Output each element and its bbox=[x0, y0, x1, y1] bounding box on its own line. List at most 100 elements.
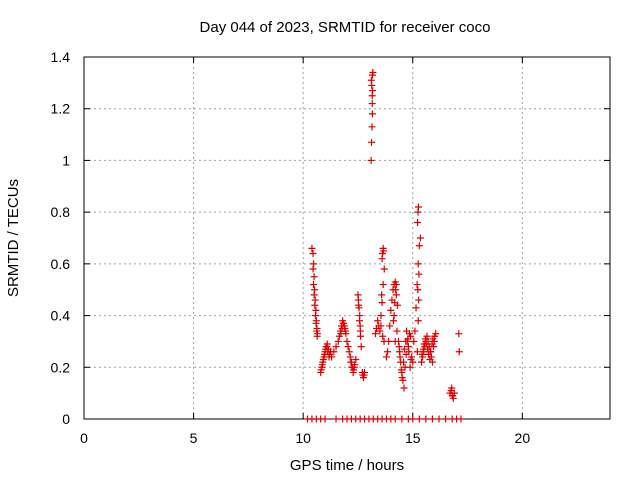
data-point bbox=[386, 322, 394, 330]
data-point bbox=[414, 203, 422, 211]
data-point bbox=[416, 234, 424, 242]
data-point bbox=[337, 330, 345, 338]
data-point bbox=[385, 337, 393, 345]
data-point bbox=[361, 368, 369, 376]
data-point bbox=[334, 337, 342, 345]
data-point bbox=[404, 335, 412, 343]
data-point bbox=[430, 337, 438, 345]
y-tick-label: 1.4 bbox=[51, 49, 71, 65]
data-point bbox=[377, 322, 385, 330]
data-point bbox=[376, 327, 384, 335]
data-point bbox=[346, 353, 354, 361]
data-point bbox=[380, 265, 388, 273]
data-point bbox=[352, 356, 360, 364]
data-point bbox=[422, 415, 430, 423]
data-point bbox=[368, 123, 376, 131]
data-point bbox=[389, 317, 397, 325]
data-point bbox=[347, 358, 355, 366]
data-point bbox=[415, 270, 423, 278]
data-point bbox=[398, 374, 406, 382]
data-point bbox=[323, 343, 331, 351]
x-tick-label: 15 bbox=[405, 430, 421, 446]
data-point bbox=[310, 291, 318, 299]
data-point bbox=[367, 156, 375, 164]
data-point bbox=[415, 242, 423, 250]
data-point bbox=[321, 415, 329, 423]
data-point bbox=[418, 350, 426, 358]
data-point bbox=[418, 358, 426, 366]
data-point bbox=[393, 327, 401, 335]
data-point bbox=[391, 415, 399, 423]
data-point bbox=[377, 312, 385, 320]
data-point bbox=[379, 281, 387, 289]
grid-lines bbox=[84, 57, 610, 419]
data-point bbox=[311, 312, 319, 320]
data-point bbox=[309, 265, 317, 273]
data-point bbox=[448, 384, 456, 392]
data-point bbox=[387, 306, 395, 314]
data-point bbox=[318, 361, 326, 369]
data-point bbox=[380, 247, 388, 255]
data-point bbox=[332, 343, 340, 351]
data-point bbox=[310, 273, 318, 281]
data-point bbox=[357, 343, 365, 351]
data-point bbox=[392, 291, 400, 299]
data-point bbox=[403, 327, 411, 335]
data-point bbox=[397, 366, 405, 374]
data-point bbox=[412, 304, 420, 312]
data-point bbox=[398, 415, 406, 423]
data-point bbox=[414, 260, 422, 268]
y-axis-title: SRMTID / TECUs bbox=[5, 179, 22, 297]
data-point bbox=[345, 348, 353, 356]
y-tick-label: 0.4 bbox=[51, 308, 71, 324]
data-point bbox=[409, 415, 417, 423]
data-point bbox=[368, 138, 376, 146]
data-point bbox=[344, 343, 352, 351]
data-point bbox=[406, 363, 414, 371]
data-point bbox=[395, 337, 403, 345]
data-point bbox=[435, 415, 443, 423]
data-point bbox=[328, 353, 336, 361]
data-point bbox=[317, 366, 325, 374]
x-tick-label: 20 bbox=[515, 430, 531, 446]
data-point bbox=[355, 301, 363, 309]
data-point bbox=[392, 286, 400, 294]
data-point bbox=[309, 281, 317, 289]
data-point bbox=[311, 301, 319, 309]
data-point bbox=[400, 358, 408, 366]
data-point bbox=[395, 343, 403, 351]
x-tick-label: 0 bbox=[80, 430, 88, 446]
data-point bbox=[396, 353, 404, 361]
data-point bbox=[356, 327, 364, 335]
x-tick-label: 5 bbox=[190, 430, 198, 446]
data-point bbox=[374, 317, 382, 325]
data-point bbox=[378, 291, 386, 299]
data-point bbox=[457, 415, 465, 423]
x-tick-label: 10 bbox=[295, 430, 311, 446]
data-point bbox=[414, 317, 422, 325]
data-point bbox=[371, 330, 379, 338]
data-points bbox=[304, 69, 465, 423]
data-point bbox=[343, 337, 351, 345]
data-point bbox=[400, 384, 408, 392]
y-tick-label: 1 bbox=[62, 152, 70, 168]
data-point bbox=[442, 415, 450, 423]
data-point bbox=[390, 312, 398, 320]
data-point bbox=[313, 332, 321, 340]
data-point bbox=[455, 348, 463, 356]
chart-title: Day 044 of 2023, SRMTID for receiver coc… bbox=[200, 19, 491, 36]
y-tick-label: 1.2 bbox=[51, 101, 71, 117]
data-point bbox=[455, 330, 463, 338]
data-point bbox=[369, 69, 377, 77]
data-point bbox=[350, 363, 358, 371]
data-point bbox=[332, 415, 340, 423]
data-point bbox=[309, 250, 317, 258]
plot-area-frame bbox=[83, 56, 611, 420]
data-point bbox=[310, 260, 318, 268]
data-point bbox=[312, 319, 320, 327]
data-point bbox=[367, 76, 375, 84]
data-point bbox=[391, 299, 399, 307]
data-point bbox=[413, 348, 421, 356]
x-axis-title: GPS time / hours bbox=[290, 457, 404, 474]
